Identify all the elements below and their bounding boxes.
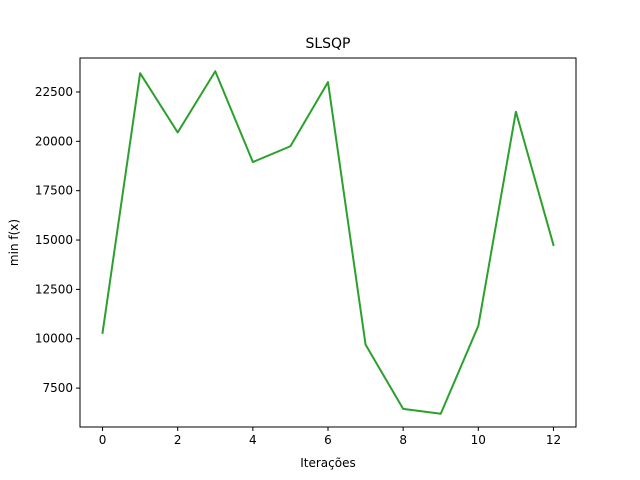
- x-tick-label: 12: [546, 433, 561, 447]
- chart-title: SLSQP: [305, 36, 350, 52]
- series-line-1: [101, 70, 555, 415]
- plot-frame: [79, 57, 577, 428]
- y-tick-label: 17500: [35, 184, 73, 198]
- y-axis: 7500 10000 12500 15000 17500 20000 22500: [35, 85, 80, 395]
- x-tick-label: 0: [99, 433, 107, 447]
- x-tick-label: 8: [399, 433, 407, 447]
- y-tick-label: 7500: [42, 381, 73, 395]
- x-tick-label: 6: [324, 433, 332, 447]
- x-tick-label: 4: [249, 433, 257, 447]
- y-tick-label: 22500: [35, 85, 73, 99]
- x-tick-label: 10: [471, 433, 486, 447]
- y-tick-label: 12500: [35, 282, 73, 296]
- y-tick-label: 15000: [35, 233, 73, 247]
- x-tick-label: 2: [174, 433, 182, 447]
- plot-area: [101, 70, 555, 415]
- y-tick-label: 10000: [35, 332, 73, 346]
- y-axis-label: min f(x): [7, 219, 21, 266]
- x-axis: 0 2 4 6 8 10 12: [99, 427, 561, 447]
- x-axis-label: Iterações: [300, 456, 356, 470]
- y-tick-label: 20000: [35, 134, 73, 148]
